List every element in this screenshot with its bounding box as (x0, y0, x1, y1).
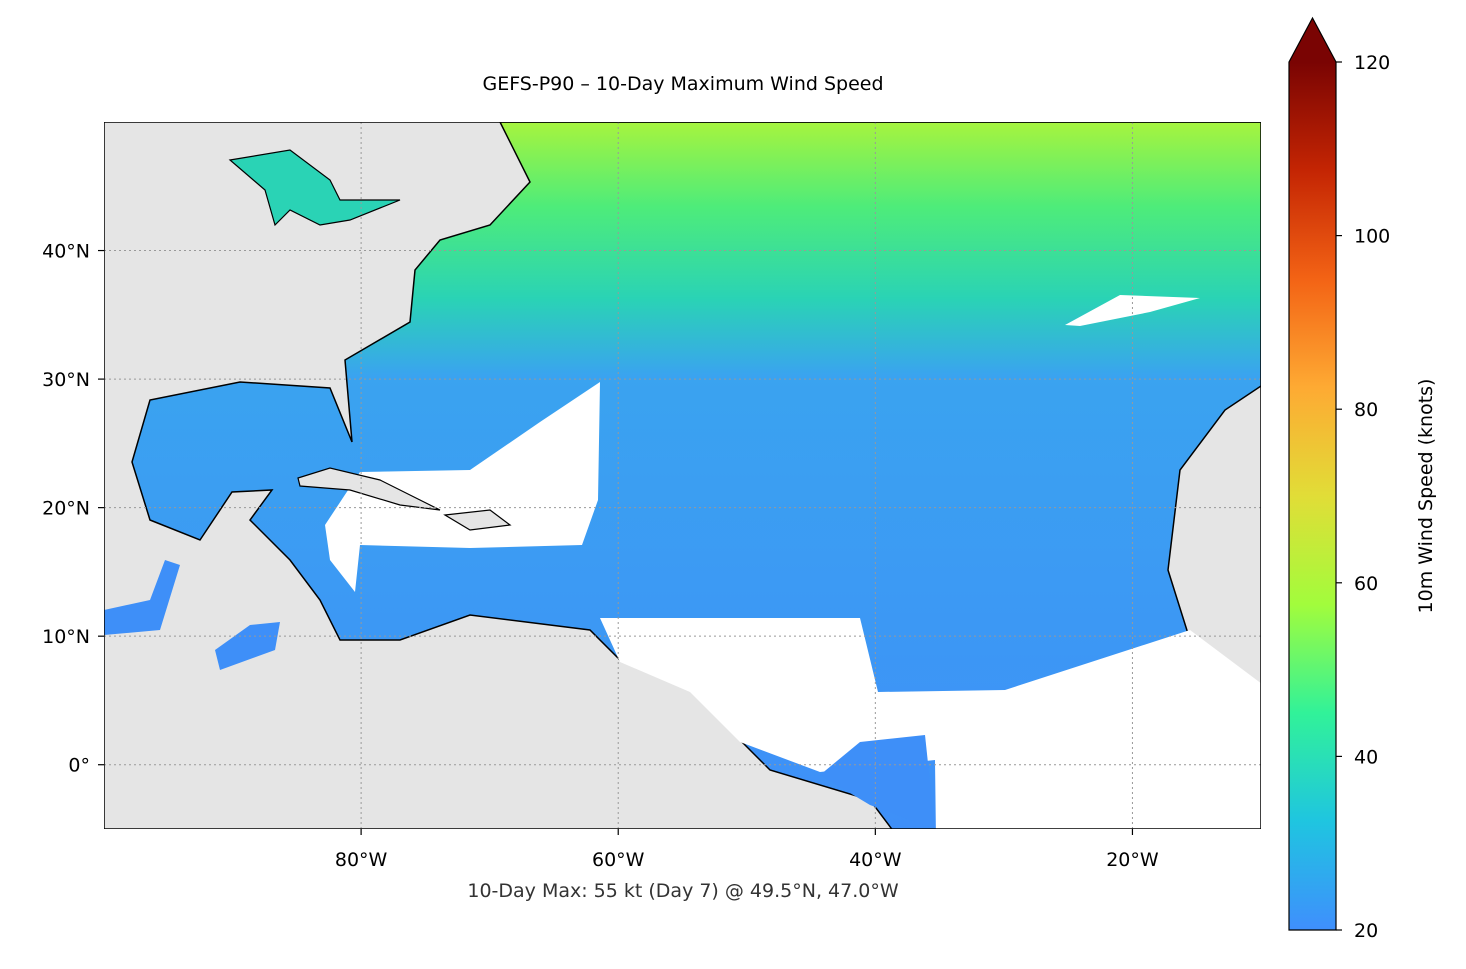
annotation: 10-Day Max: 55 kt (Day 7) @ 49.5°N, 47.0… (467, 880, 898, 902)
x-tick-label: 40°W (849, 849, 902, 871)
y-tick-label: 10°N (42, 626, 90, 648)
x-tick-label: 20°W (1106, 849, 1159, 871)
islands (443, 509, 512, 531)
ocean-wind-field (820, 735, 935, 829)
y-tick-label: 40°N (42, 241, 90, 263)
colorbar-outline (1288, 16, 1337, 931)
ocean-wind-field (104, 560, 180, 635)
no-data (600, 618, 1261, 829)
colorbar-tick-label: 120 (1354, 52, 1390, 74)
islands (297, 467, 441, 511)
colorbar (1289, 62, 1336, 930)
ocean-wind-field (215, 622, 280, 670)
colorbar-tick-label: 60 (1354, 573, 1378, 595)
no-data (325, 382, 600, 592)
chart-title: GEFS-P90 – 10-Day Maximum Wind Speed (482, 73, 883, 95)
y-tick-label: 20°N (42, 498, 90, 520)
colorbar-tick-label: 80 (1354, 399, 1378, 421)
y-tick-label: 0° (68, 755, 90, 777)
colorbar-label: 10m Wind Speed (knots) (1415, 379, 1437, 614)
great-lakes (228, 149, 401, 227)
map (104, 122, 1261, 829)
colorbar-tick-label: 100 (1354, 226, 1390, 248)
y-tick-label: 30°N (42, 369, 90, 391)
x-tick-label: 60°W (592, 849, 645, 871)
colorbar-extend (1289, 18, 1336, 62)
colorbar-tick-label: 40 (1354, 746, 1378, 768)
x-tick-label: 80°W (335, 849, 388, 871)
no-data (1065, 295, 1200, 326)
colorbar-tick-label: 20 (1354, 920, 1378, 942)
